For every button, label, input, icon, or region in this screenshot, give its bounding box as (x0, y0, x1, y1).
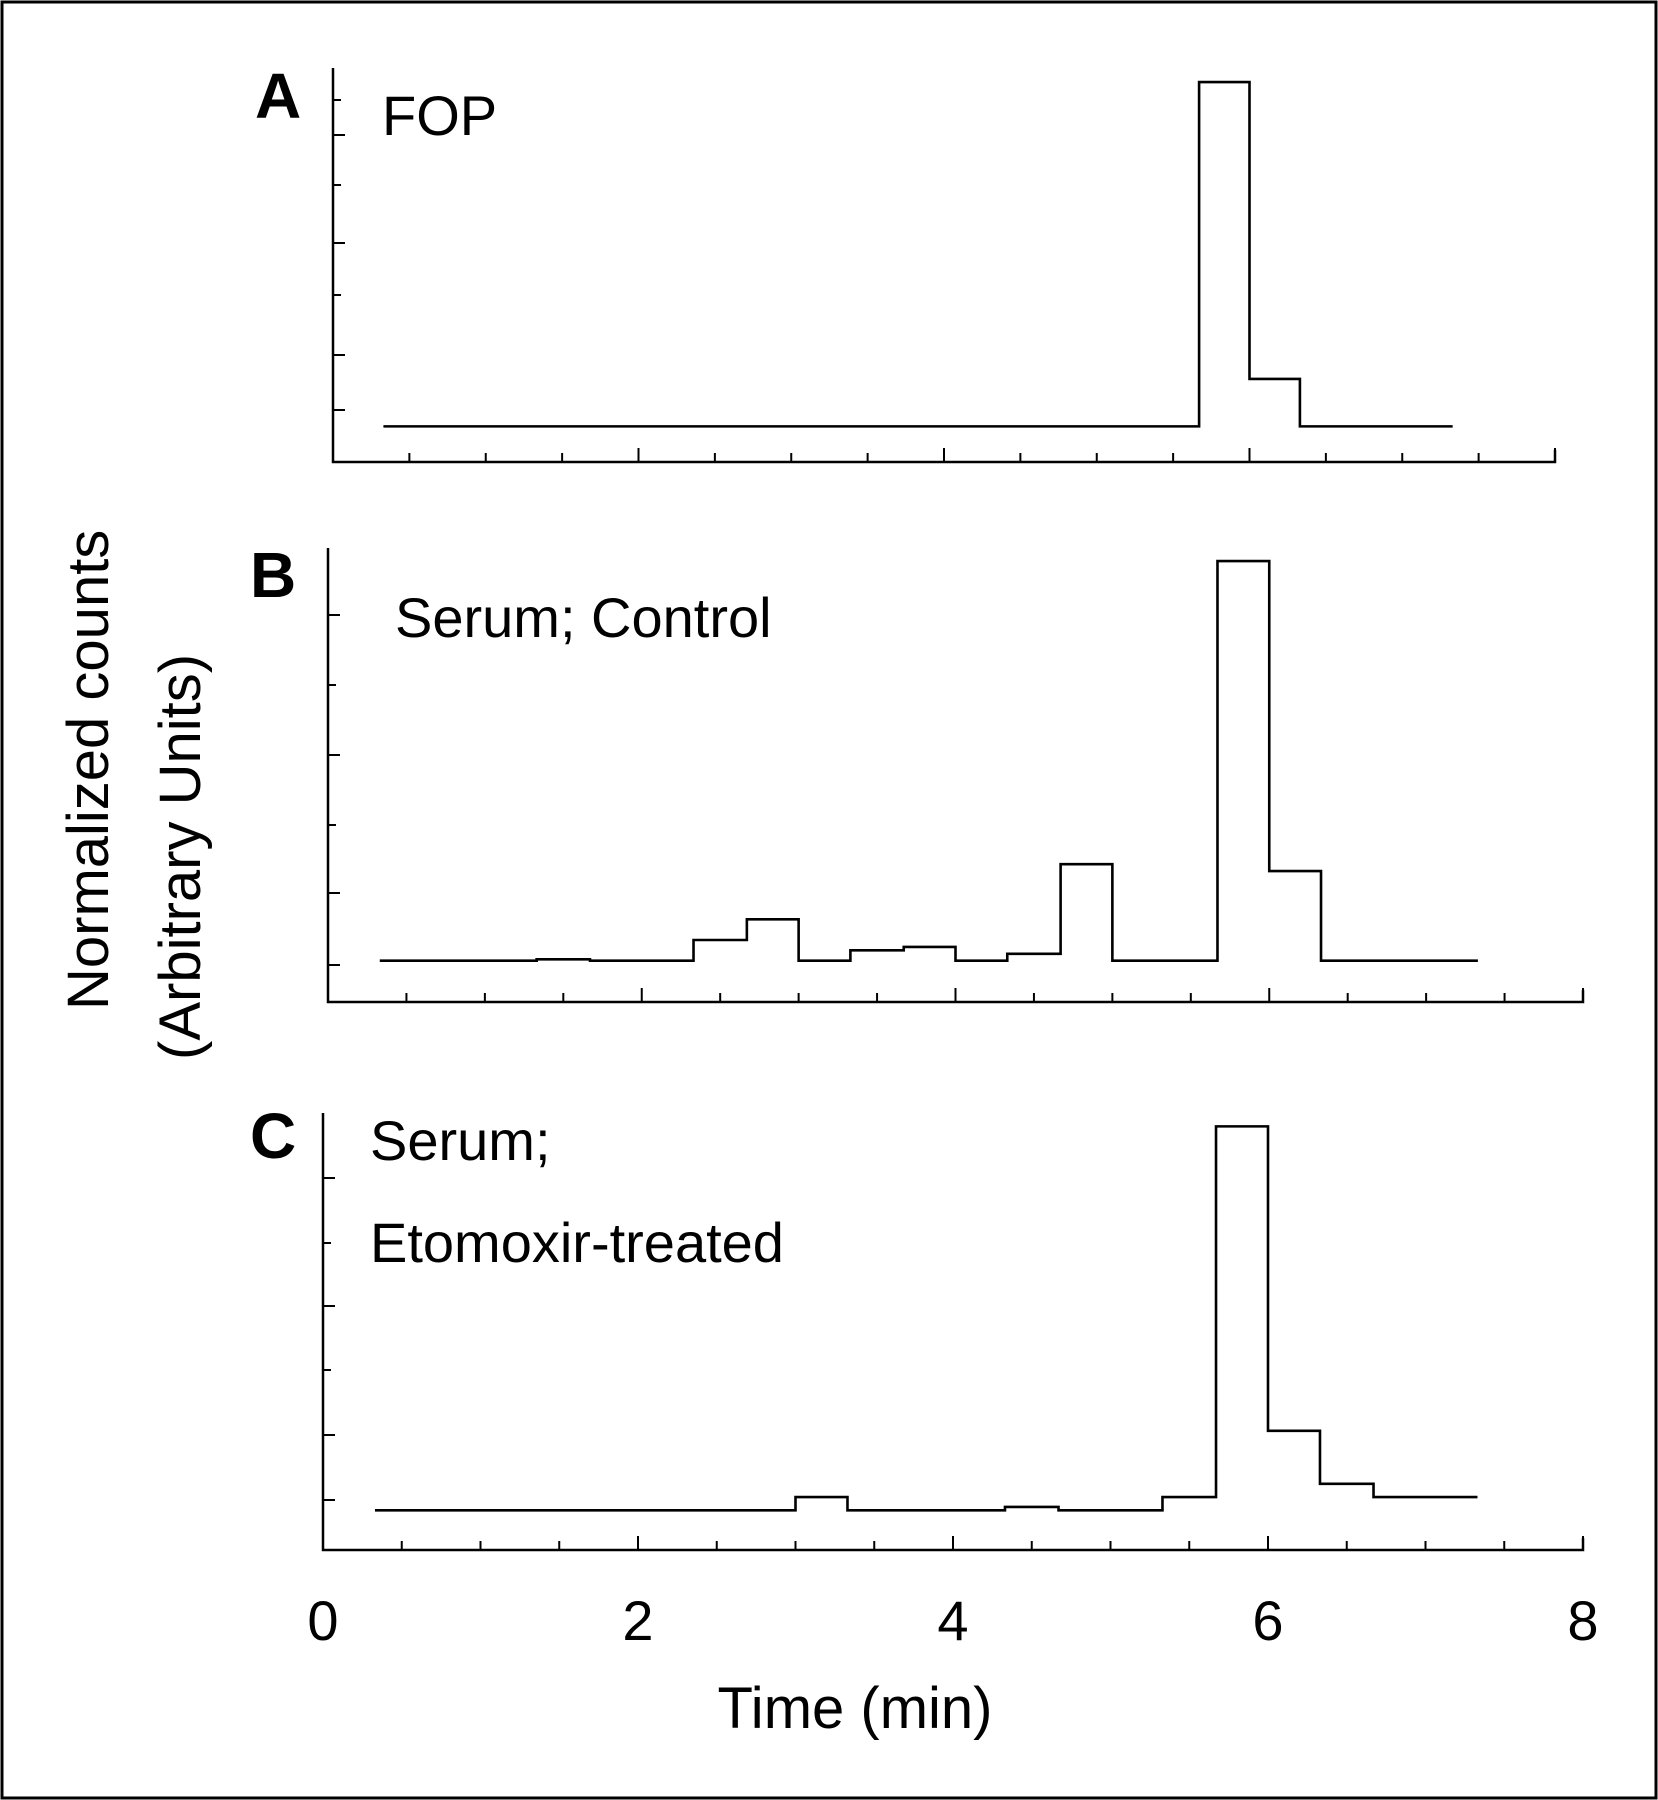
y-axis-label-line-2: (Arbitrary Units) (148, 654, 213, 1060)
panel-c-title-line-1: Serum; (370, 1109, 551, 1172)
panel-c-title-line-2: Etomoxir-treated (370, 1211, 784, 1274)
panel-c-letter: C (250, 1100, 296, 1172)
panel-b-letter: B (250, 539, 296, 611)
y-axis-label-line-1: Normalized counts (56, 530, 121, 1010)
x-axis-label: Time (min) (718, 1676, 993, 1741)
panel-c-axes (321, 1113, 1585, 1552)
panel-b-title: Serum; Control (395, 586, 772, 649)
y-axis-label: Normalized counts (Arbitrary Units) (56, 530, 213, 1060)
x-tick-label: 8 (1567, 1589, 1598, 1652)
x-tick-label: 2 (622, 1589, 653, 1652)
panel-a-title: FOP (382, 84, 497, 147)
x-tick-labels: 0 2 4 6 8 (307, 1589, 1598, 1652)
x-tick-label: 4 (937, 1589, 968, 1652)
panel-a-trace (383, 80, 1453, 428)
panel-a: A FOP (255, 60, 1557, 464)
panel-c-trace (374, 1125, 1478, 1512)
x-tick-label: 6 (1252, 1589, 1283, 1652)
panel-a-letter: A (255, 60, 301, 132)
panel-c: C Serum; Etomoxir-treated (250, 1100, 1585, 1552)
panel-b: B Serum; Control (250, 539, 1585, 1004)
panel-b-trace (379, 559, 1478, 962)
panel-a-axes (331, 68, 1557, 464)
x-tick-label: 0 (307, 1589, 338, 1652)
